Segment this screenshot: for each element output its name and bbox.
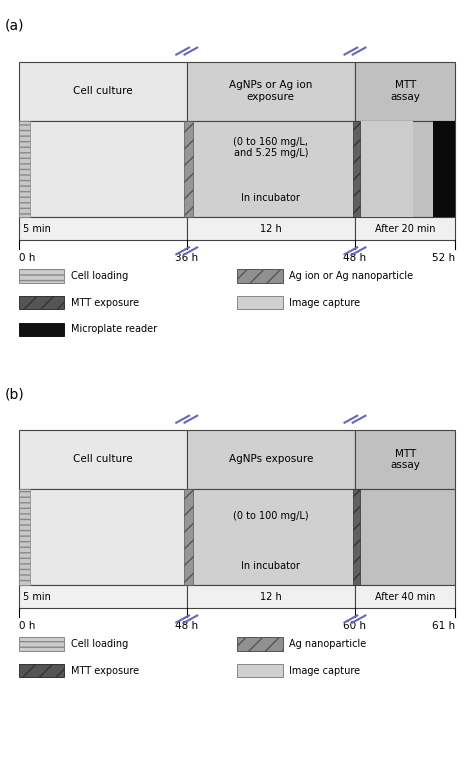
Bar [355, 217, 456, 240]
Bar [355, 430, 456, 489]
Text: In incubator: In incubator [241, 193, 301, 203]
Bar [355, 61, 456, 121]
Text: 48 h: 48 h [175, 621, 198, 631]
Text: After 20 min: After 20 min [375, 224, 436, 234]
Text: 48 h: 48 h [343, 253, 366, 263]
Text: 61 h: 61 h [432, 621, 456, 631]
Bar [237, 269, 283, 282]
Text: (0 to 160 mg/L,
and 5.25 mg/L): (0 to 160 mg/L, and 5.25 mg/L) [233, 137, 309, 159]
Text: 5 min: 5 min [23, 224, 51, 234]
Text: 5 min: 5 min [23, 592, 51, 602]
Text: 60 h: 60 h [344, 621, 366, 631]
Text: Cell loading: Cell loading [71, 271, 128, 281]
Bar [184, 121, 193, 217]
Text: 0 h: 0 h [18, 253, 35, 263]
Text: Image capture: Image capture [289, 298, 360, 307]
Text: MTT
assay: MTT assay [390, 80, 420, 102]
Bar [360, 121, 413, 217]
Text: (0 to 100 mg/L): (0 to 100 mg/L) [233, 511, 309, 521]
Bar [184, 489, 193, 585]
Text: In incubator: In incubator [241, 561, 301, 571]
Bar [18, 489, 187, 585]
Bar [18, 61, 187, 121]
Bar [18, 489, 29, 585]
Text: Image capture: Image capture [289, 666, 360, 676]
Text: Cell loading: Cell loading [71, 639, 128, 649]
Text: After 40 min: After 40 min [375, 592, 436, 602]
Bar [237, 296, 283, 310]
Bar [355, 121, 456, 217]
Bar [18, 121, 187, 217]
Bar [187, 121, 355, 217]
Bar [187, 489, 355, 585]
Text: 52 h: 52 h [432, 253, 456, 263]
Bar [18, 323, 64, 336]
Text: 36 h: 36 h [175, 253, 198, 263]
Text: Cell culture: Cell culture [73, 455, 133, 465]
Text: Microplate reader: Microplate reader [71, 324, 157, 334]
Bar [18, 585, 187, 608]
Text: (a): (a) [5, 19, 25, 33]
Bar [18, 269, 64, 282]
Text: Ag ion or Ag nanoparticle: Ag ion or Ag nanoparticle [289, 271, 413, 281]
Bar [355, 489, 456, 585]
Bar [355, 585, 456, 608]
Text: 12 h: 12 h [260, 592, 282, 602]
Text: MTT exposure: MTT exposure [71, 666, 139, 676]
Bar [18, 121, 29, 217]
Text: MTT
assay: MTT assay [390, 449, 420, 470]
Bar [353, 489, 360, 585]
Bar [187, 430, 355, 489]
Bar [18, 217, 187, 240]
Text: 12 h: 12 h [260, 224, 282, 234]
Bar [187, 585, 355, 608]
Bar [18, 637, 64, 650]
Bar [237, 664, 283, 678]
Bar [18, 664, 64, 678]
Bar [18, 430, 187, 489]
Bar [353, 121, 360, 217]
Text: Cell culture: Cell culture [73, 87, 133, 96]
Text: AgNPs exposure: AgNPs exposure [228, 455, 313, 465]
Bar [187, 217, 355, 240]
Text: AgNPs or Ag ion
exposure: AgNPs or Ag ion exposure [229, 80, 312, 102]
Text: (b): (b) [5, 387, 25, 401]
Text: 0 h: 0 h [18, 621, 35, 631]
Bar [433, 121, 456, 217]
Bar [237, 637, 283, 650]
Bar [18, 296, 64, 310]
Bar [187, 61, 355, 121]
Text: MTT exposure: MTT exposure [71, 298, 139, 307]
Text: Ag nanoparticle: Ag nanoparticle [289, 639, 366, 649]
